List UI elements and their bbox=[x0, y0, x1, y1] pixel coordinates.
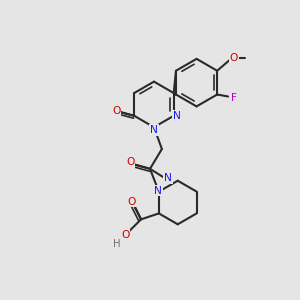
Text: N: N bbox=[164, 173, 172, 183]
Text: O: O bbox=[121, 230, 129, 240]
Text: O: O bbox=[126, 157, 134, 167]
Text: O: O bbox=[127, 196, 135, 206]
Text: N: N bbox=[173, 111, 181, 121]
Text: H: H bbox=[112, 239, 120, 249]
Text: F: F bbox=[231, 94, 237, 103]
Text: O: O bbox=[230, 53, 238, 63]
Text: N: N bbox=[154, 186, 162, 196]
Text: O: O bbox=[112, 106, 121, 116]
Text: N: N bbox=[150, 125, 158, 135]
